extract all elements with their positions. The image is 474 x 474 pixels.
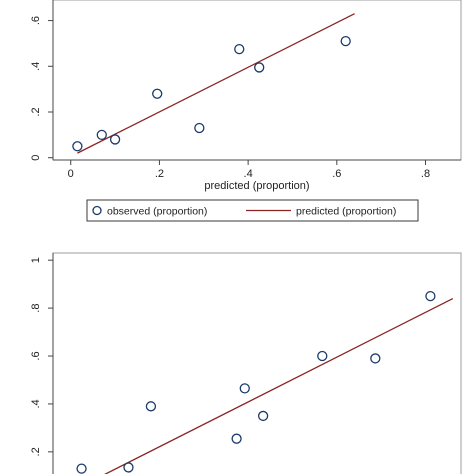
top-observed-point (152, 88, 163, 99)
top-x-axis: 0 .2 .4 .6 .8 (53, 159, 461, 180)
bottom-observed-point (257, 410, 269, 422)
top-x-tick-label: 0 (68, 168, 74, 180)
bottom-observed-point (425, 290, 436, 302)
bottom-predicted-line (104, 297, 454, 474)
bottom-observed-point (239, 383, 250, 394)
bottom-observed-point (123, 462, 134, 473)
top-chart: 0 .2 .4 .6 0 .2 .4 .6 .8 predicted (proportion)… (30, 0, 462, 222)
bottom-y-tick-label: .6 (30, 351, 42, 360)
bottom-chart: .2 .4 .6 .8 1 (30, 252, 462, 474)
bottom-observed-point (231, 433, 242, 444)
top-observed-point (109, 134, 121, 145)
top-observed-point (234, 43, 245, 55)
top-x-axis-title: predicted (proportion) (204, 180, 309, 192)
top-y-tick-label: .6 (30, 16, 42, 25)
legend-predicted-label: predicted (proportion) (296, 206, 396, 218)
top-observed-point (96, 129, 107, 141)
bottom-observed-point (76, 463, 87, 474)
top-chart-marks (72, 13, 355, 154)
top-predicted-line (77, 13, 355, 154)
bottom-y-tick-label: .8 (30, 304, 42, 313)
top-legend: observed (proportion) predicted (proport… (86, 199, 419, 222)
top-y-axis: 0 .2 .4 .6 (30, 0, 54, 161)
bottom-observed-point (317, 350, 328, 362)
bottom-observed-point (370, 353, 381, 364)
top-x-tick-label: .8 (421, 168, 430, 180)
bottom-y-axis: .2 .4 .6 .8 1 (30, 253, 54, 474)
bottom-y-tick-label: 1 (30, 257, 42, 263)
top-observed-point (340, 35, 351, 47)
legend-observed-label: observed (proportion) (107, 206, 207, 218)
bottom-y-tick-label: .4 (30, 399, 42, 408)
bottom-plot-area (52, 252, 462, 474)
top-y-tick-label: 0 (30, 155, 42, 161)
top-observed-point (72, 141, 83, 152)
legend-observed-marker (92, 205, 102, 216)
bottom-y-tick-label: .2 (30, 447, 42, 456)
top-y-tick-label: .2 (30, 107, 42, 116)
top-x-tick-label: .6 (332, 168, 341, 180)
bottom-observed-point (145, 401, 157, 412)
top-plot-area (52, 0, 462, 161)
top-x-tick-label: .2 (155, 168, 164, 180)
top-y-tick-label: .4 (30, 62, 42, 71)
top-observed-point (254, 62, 265, 73)
top-x-tick-label: .4 (244, 168, 253, 180)
bottom-chart-marks (76, 290, 454, 474)
top-observed-point (194, 122, 205, 134)
